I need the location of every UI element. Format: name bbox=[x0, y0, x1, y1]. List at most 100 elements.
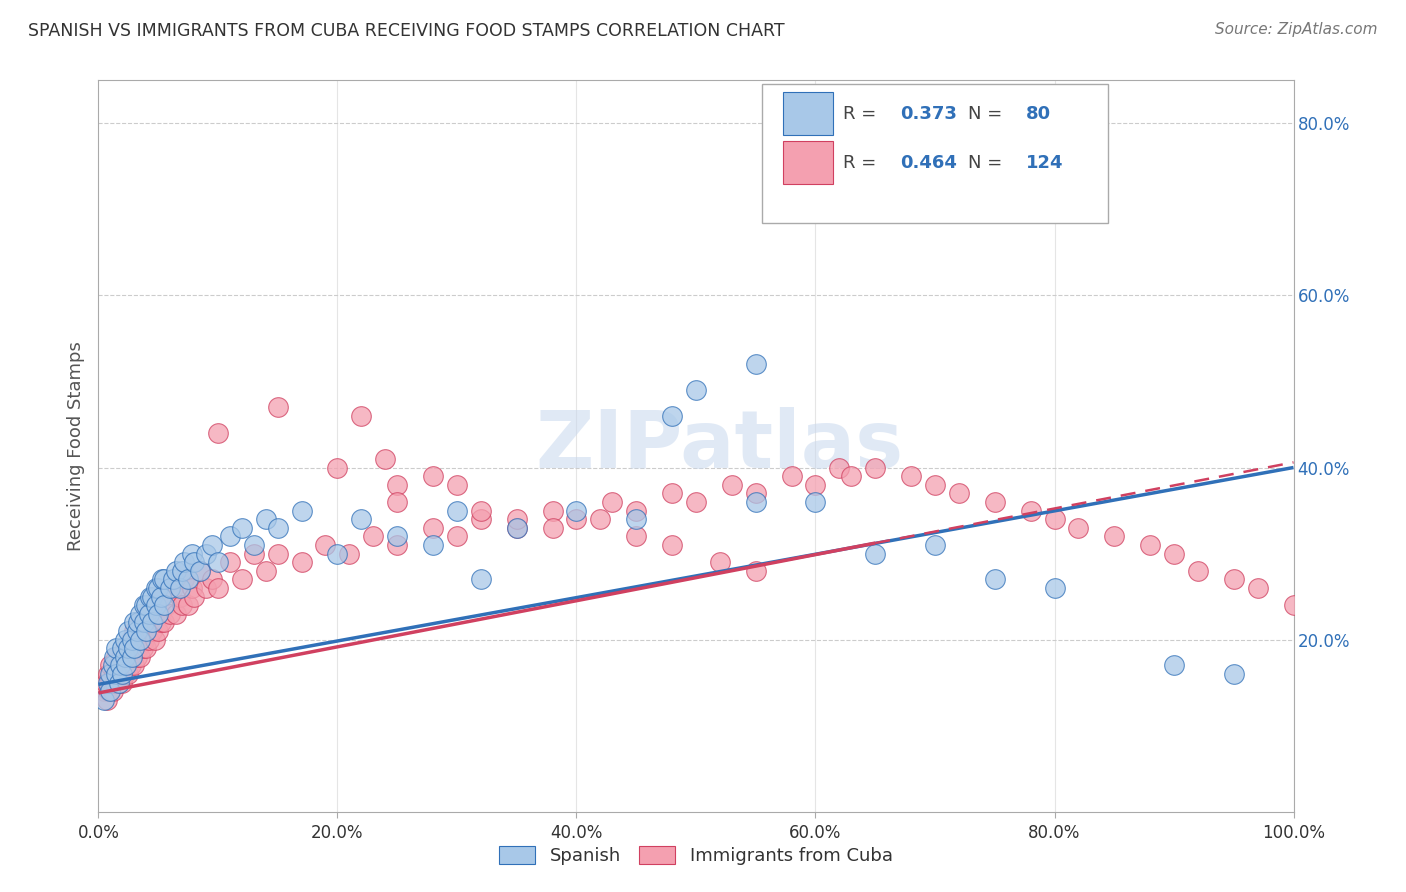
Point bbox=[1043, 512, 1066, 526]
Point bbox=[149, 590, 172, 604]
Point bbox=[153, 573, 176, 587]
Point bbox=[470, 503, 492, 517]
Point bbox=[177, 573, 200, 587]
Point bbox=[195, 547, 218, 561]
Point bbox=[128, 624, 150, 638]
Point bbox=[506, 512, 529, 526]
Point bbox=[127, 641, 149, 656]
Point bbox=[626, 503, 648, 517]
Point bbox=[121, 649, 143, 664]
Point bbox=[105, 667, 128, 681]
Point bbox=[541, 521, 564, 535]
Point bbox=[139, 615, 162, 630]
Point bbox=[326, 547, 349, 561]
Point bbox=[1104, 529, 1126, 543]
Point bbox=[141, 615, 163, 630]
Point bbox=[155, 598, 177, 612]
Point bbox=[385, 538, 409, 552]
Point bbox=[121, 632, 143, 647]
Point bbox=[422, 469, 444, 483]
Point bbox=[900, 469, 922, 483]
Point bbox=[183, 555, 205, 569]
Point bbox=[101, 658, 124, 673]
Point bbox=[1187, 564, 1209, 578]
Point bbox=[446, 503, 468, 517]
Point bbox=[267, 521, 290, 535]
Y-axis label: Receiving Food Stamps: Receiving Food Stamps bbox=[66, 341, 84, 551]
Point bbox=[1163, 547, 1185, 561]
Point bbox=[153, 598, 176, 612]
Point bbox=[291, 503, 314, 517]
Point bbox=[153, 615, 176, 630]
Text: 0.373: 0.373 bbox=[900, 104, 957, 122]
Point bbox=[162, 573, 184, 587]
Point bbox=[183, 590, 205, 604]
Point bbox=[172, 564, 194, 578]
Point bbox=[120, 658, 142, 673]
Point bbox=[602, 495, 624, 509]
Point bbox=[111, 658, 134, 673]
Point bbox=[267, 401, 290, 415]
Point bbox=[115, 649, 138, 664]
Point bbox=[150, 590, 173, 604]
Point bbox=[132, 632, 155, 647]
Point bbox=[326, 460, 349, 475]
Point bbox=[111, 667, 134, 681]
Point bbox=[865, 460, 887, 475]
Point bbox=[195, 581, 218, 595]
Point bbox=[1019, 503, 1042, 517]
Point bbox=[219, 555, 242, 569]
Point bbox=[96, 693, 118, 707]
Point bbox=[107, 675, 129, 690]
Text: R =: R = bbox=[844, 153, 882, 171]
Point bbox=[132, 615, 155, 630]
Point bbox=[98, 684, 121, 698]
Point bbox=[385, 477, 409, 491]
Point bbox=[135, 607, 157, 621]
Point bbox=[124, 641, 146, 656]
Point bbox=[470, 512, 492, 526]
Point bbox=[125, 649, 148, 664]
Point bbox=[97, 675, 120, 690]
Point bbox=[374, 451, 396, 466]
Point bbox=[103, 649, 125, 664]
Text: 124: 124 bbox=[1026, 153, 1063, 171]
Point bbox=[131, 641, 153, 656]
Point bbox=[201, 538, 224, 552]
Point bbox=[98, 684, 122, 698]
Point bbox=[1223, 573, 1246, 587]
Point bbox=[948, 486, 970, 500]
Text: Source: ZipAtlas.com: Source: ZipAtlas.com bbox=[1215, 22, 1378, 37]
Point bbox=[291, 555, 314, 569]
FancyBboxPatch shape bbox=[762, 84, 1108, 223]
Point bbox=[105, 649, 128, 664]
Point bbox=[139, 590, 162, 604]
Point bbox=[924, 477, 946, 491]
Point bbox=[162, 581, 184, 595]
Point bbox=[98, 675, 122, 690]
Point bbox=[350, 409, 373, 423]
Point bbox=[626, 529, 648, 543]
Point bbox=[565, 503, 588, 517]
Point bbox=[661, 538, 683, 552]
Point bbox=[117, 667, 139, 681]
Point bbox=[97, 667, 120, 681]
Point bbox=[135, 624, 157, 638]
Point bbox=[107, 675, 129, 690]
Point bbox=[120, 632, 142, 647]
Point bbox=[129, 632, 152, 647]
Point bbox=[148, 607, 170, 621]
Point bbox=[145, 598, 167, 612]
Point bbox=[1223, 667, 1246, 681]
Point bbox=[149, 615, 172, 630]
Point bbox=[125, 632, 148, 647]
Point bbox=[350, 512, 373, 526]
Point bbox=[114, 632, 136, 647]
Point bbox=[108, 667, 131, 681]
Point bbox=[172, 598, 194, 612]
Point bbox=[169, 590, 191, 604]
Point bbox=[219, 529, 242, 543]
Point bbox=[104, 675, 127, 690]
Point bbox=[145, 581, 167, 595]
Point bbox=[1247, 581, 1270, 595]
